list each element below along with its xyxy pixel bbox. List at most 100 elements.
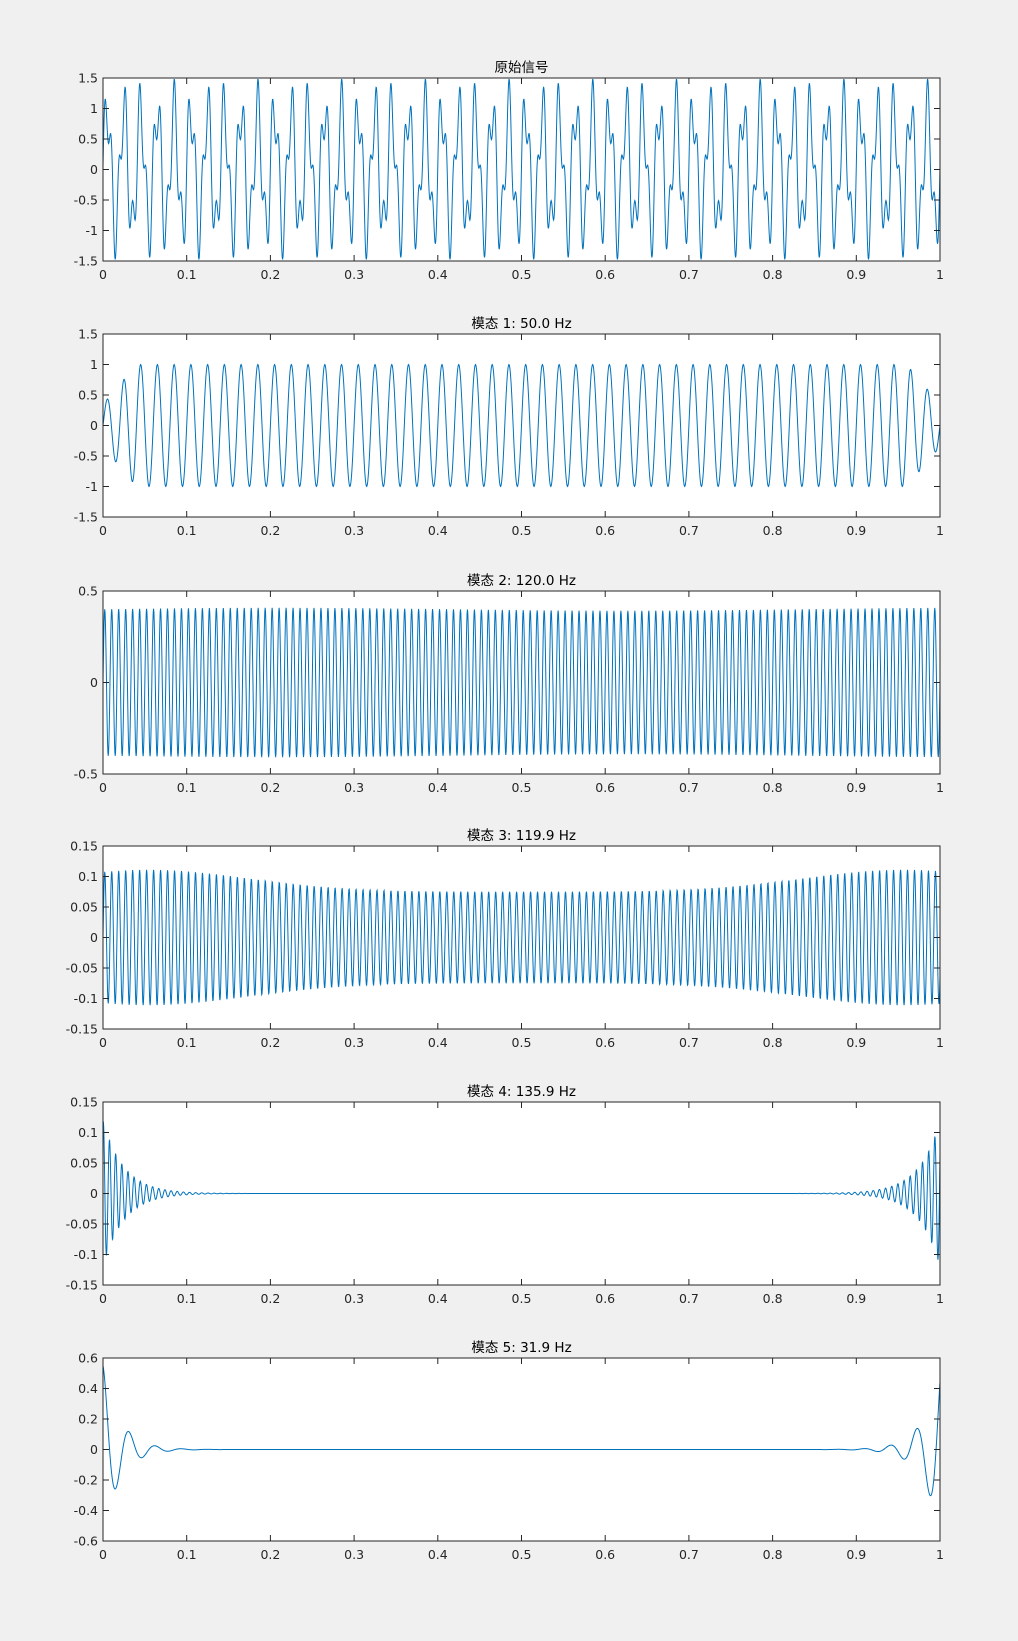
y-tick-label: 1.5 [78, 327, 98, 342]
x-tick-label: 0.7 [679, 523, 699, 538]
x-tick-label: 0.2 [260, 267, 280, 282]
x-tick-label: 1 [936, 780, 944, 795]
y-tick-label: 0.1 [78, 1125, 98, 1140]
x-tick-label: 0.9 [846, 1035, 866, 1050]
y-tick-label: -0.15 [66, 1022, 98, 1037]
y-tick-label: 0 [90, 1442, 98, 1457]
y-tick-label: 0 [90, 418, 98, 433]
x-tick-label: 0.7 [679, 1035, 699, 1050]
x-tick-label: 0.9 [846, 267, 866, 282]
x-tick-label: 0.3 [344, 267, 364, 282]
y-tick-label: 0 [90, 162, 98, 177]
x-tick-label: 0.3 [344, 1035, 364, 1050]
x-tick-label: 0.3 [344, 523, 364, 538]
y-tick-label: 0.4 [78, 1381, 98, 1396]
x-tick-label: 1 [936, 523, 944, 538]
x-tick-label: 0.1 [177, 523, 197, 538]
signal-line [103, 1365, 940, 1497]
y-tick-label: -0.5 [74, 449, 98, 464]
subplot-4: 0 0.1 0.2 0.3 0.4 0.5 0.6 0.7 0.8 0.9 1 -0.15 -0.1 -0… [66, 828, 944, 1050]
y-tick-label: -0.4 [74, 1503, 98, 1518]
y-tick-label: -0.05 [66, 1217, 98, 1232]
x-tick-label: 0.8 [763, 1291, 783, 1306]
y-tick-label: 0.1 [78, 869, 98, 884]
x-tick-label: 0.7 [679, 780, 699, 795]
y-tick-label: 0.5 [78, 388, 98, 403]
subplot-2: 0 0.1 0.2 0.3 0.4 0.5 0.6 0.7 0.8 0.9 1 -1.5 -1 -0.5 0… [74, 316, 944, 538]
x-tick-label: 1 [936, 1547, 944, 1562]
x-tick-label: 0.8 [763, 1547, 783, 1562]
x-tick-label: 1 [936, 1291, 944, 1306]
x-tick-label: 0.8 [763, 267, 783, 282]
y-tick-label: -0.15 [66, 1278, 98, 1293]
x-tick-label: 0.3 [344, 780, 364, 795]
x-tick-label: 0.5 [512, 780, 532, 795]
y-tick-label: -0.6 [74, 1534, 98, 1549]
x-tick-label: 0.8 [763, 780, 783, 795]
x-tick-label: 0.5 [512, 267, 532, 282]
signal-line [103, 869, 940, 1006]
x-tick-label: 0.7 [679, 267, 699, 282]
y-tick-label: 0.5 [78, 584, 98, 599]
y-tick-label: 1 [90, 101, 98, 116]
y-tick-label: -0.5 [74, 193, 98, 208]
x-tick-label: 0.9 [846, 1547, 866, 1562]
x-tick-label: 0 [99, 1547, 107, 1562]
x-tick-label: 0 [99, 267, 107, 282]
subplot-title: 原始信号 [495, 60, 549, 76]
y-tick-label: 0 [90, 930, 98, 945]
x-tick-label: 0.1 [177, 1291, 197, 1306]
x-tick-label: 0.2 [260, 1547, 280, 1562]
x-tick-label: 0.2 [260, 1035, 280, 1050]
x-tick-label: 0.9 [846, 1291, 866, 1306]
y-tick-label: 0 [90, 675, 98, 690]
subplot-5: 0 0.1 0.2 0.3 0.4 0.5 0.6 0.7 0.8 0.9 1 -0.15 -0.1 -0… [66, 1084, 944, 1306]
x-tick-label: 0.6 [595, 780, 615, 795]
x-tick-label: 0.1 [177, 267, 197, 282]
x-tick-label: 0.6 [595, 1547, 615, 1562]
y-tick-label: -0.05 [66, 961, 98, 976]
y-tick-label: 1 [90, 357, 98, 372]
x-tick-label: 0.7 [679, 1291, 699, 1306]
subplot-1: 0 0.1 0.2 0.3 0.4 0.5 0.6 0.7 0.8 0.9 1 -1.5 -1 -0.5 0… [74, 60, 944, 282]
x-tick-label: 0.1 [177, 1547, 197, 1562]
y-tick-label: -0.5 [74, 767, 98, 782]
x-tick-label: 0.3 [344, 1547, 364, 1562]
y-tick-label: -1.5 [74, 254, 98, 269]
y-tick-label: 0.15 [70, 839, 98, 854]
x-tick-label: 0.9 [846, 523, 866, 538]
x-tick-label: 0.6 [595, 523, 615, 538]
y-tick-label: -0.1 [74, 991, 98, 1006]
x-tick-label: 0.1 [177, 1035, 197, 1050]
x-tick-label: 0 [99, 523, 107, 538]
x-tick-label: 0.7 [679, 1547, 699, 1562]
x-tick-label: 0.1 [177, 780, 197, 795]
x-tick-label: 0.5 [512, 1291, 532, 1306]
x-tick-label: 0.4 [428, 1035, 448, 1050]
x-tick-label: 0 [99, 1035, 107, 1050]
y-tick-label: -1.5 [74, 510, 98, 525]
subplot-6: 0 0.1 0.2 0.3 0.4 0.5 0.6 0.7 0.8 0.9 1 -0.6 -0.4 -0.… [74, 1340, 944, 1562]
x-tick-label: 0.9 [846, 780, 866, 795]
subplot-title: 模态 3: 119.9 Hz [467, 828, 576, 844]
x-tick-label: 0.3 [344, 1291, 364, 1306]
x-tick-label: 0.8 [763, 523, 783, 538]
x-tick-label: 0.4 [428, 780, 448, 795]
signal-line [103, 363, 940, 488]
y-tick-label: 0.05 [70, 900, 98, 915]
x-tick-label: 0.2 [260, 523, 280, 538]
x-tick-label: 0.2 [260, 780, 280, 795]
x-tick-label: 0.6 [595, 1035, 615, 1050]
y-tick-label: 1.5 [78, 71, 98, 86]
x-tick-label: 0.2 [260, 1291, 280, 1306]
y-tick-label: -1 [86, 479, 98, 494]
x-tick-label: 1 [936, 267, 944, 282]
x-tick-label: 0.4 [428, 523, 448, 538]
y-tick-label: -0.2 [74, 1473, 98, 1488]
y-tick-label: 0.5 [78, 132, 98, 147]
x-tick-label: 0.4 [428, 1291, 448, 1306]
subplot-3: 0 0.1 0.2 0.3 0.4 0.5 0.6 0.7 0.8 0.9 1-0.500.5模态 … [74, 573, 944, 795]
signal-line [103, 78, 940, 260]
x-tick-label: 0.5 [512, 1035, 532, 1050]
